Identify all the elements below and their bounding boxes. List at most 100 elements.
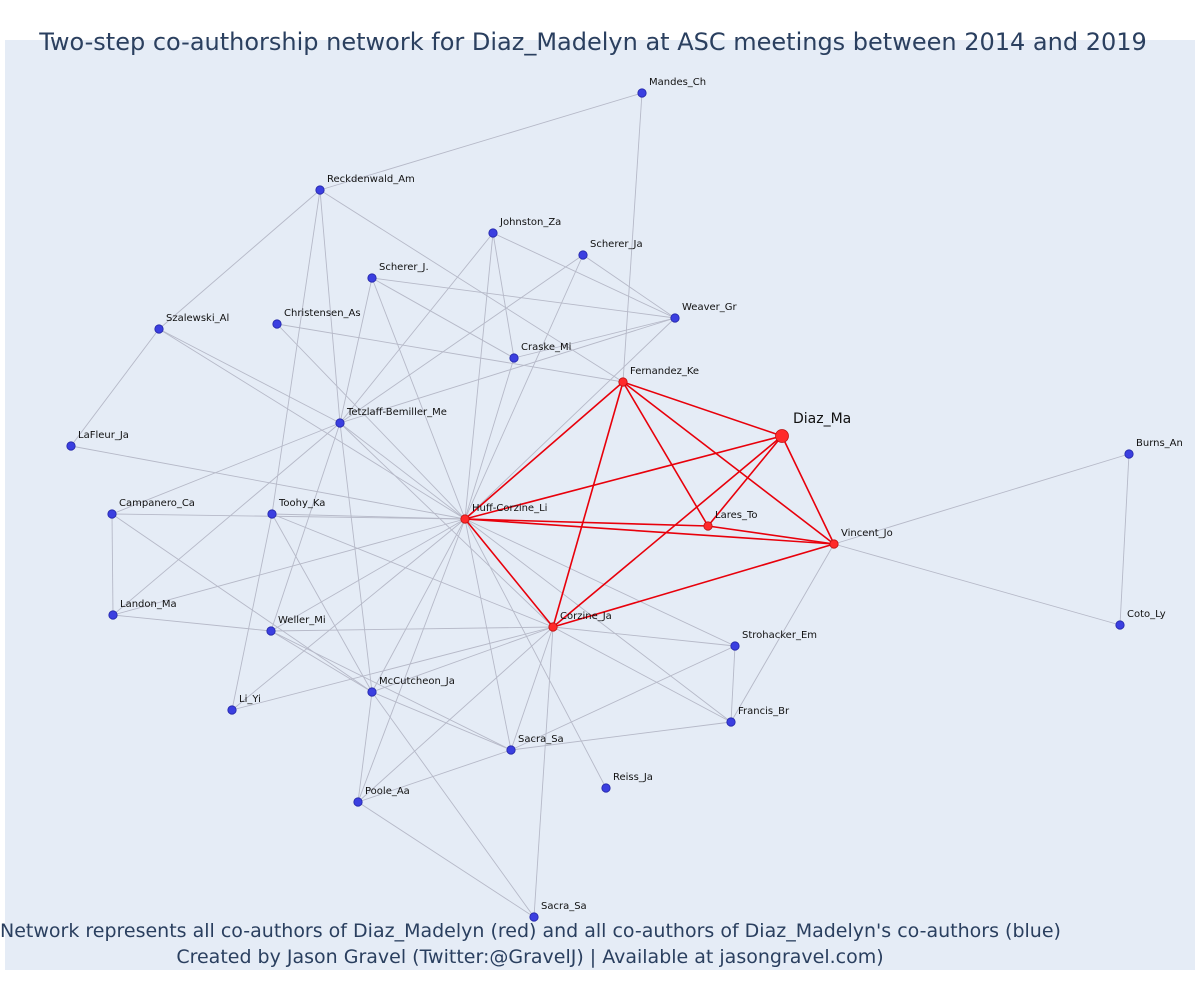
- node-landon[interactable]: [108, 610, 118, 620]
- indirect-edge-weaver-huff: [464, 317, 676, 520]
- indirect-edge-christensen-huff: [276, 323, 466, 520]
- indirect-edge-mandes-fernandez: [622, 92, 643, 383]
- node-burns[interactable]: [1124, 449, 1134, 459]
- node-label-strohacker: Strohacker_Em: [742, 630, 817, 641]
- node-mandes[interactable]: [637, 88, 647, 98]
- indirect-edge-weaver-craske: [513, 317, 676, 359]
- caption-line-1: Network represents all co-authors of Dia…: [0, 920, 1061, 942]
- node-schererj[interactable]: [367, 273, 377, 283]
- indirect-edge-schererj-weaver: [371, 277, 676, 319]
- node-toohy[interactable]: [267, 509, 277, 519]
- indirect-edge-sacra1-poole: [357, 749, 512, 803]
- node-label-liyi: Li_Yi: [239, 694, 261, 705]
- node-diaz[interactable]: [775, 429, 789, 443]
- node-liyi[interactable]: [227, 705, 237, 715]
- indirect-edge-toohy-mccutcheon: [271, 513, 373, 693]
- indirect-edge-francis-corzine: [552, 626, 732, 723]
- indirect-edge-szalewski-lafleur: [70, 328, 160, 447]
- direct-edge-huff-vincent: [464, 518, 835, 545]
- node-corzine[interactable]: [548, 622, 558, 632]
- node-mccutcheon[interactable]: [367, 687, 377, 697]
- indirect-edge-toohy-corzine: [271, 513, 554, 628]
- node-poole[interactable]: [353, 797, 363, 807]
- node-label-campanero: Campanero_Ca: [119, 498, 195, 509]
- indirect-edge-reckdenwald-fernandez: [319, 189, 624, 383]
- indirect-edge-tetzlaff-mccutcheon: [339, 422, 373, 693]
- node-label-toohy: Toohy_Ka: [278, 498, 325, 509]
- node-lafleur[interactable]: [66, 441, 76, 451]
- indirect-edge-strohacker-huff: [464, 518, 736, 647]
- indirect-edge-toohy-huff: [271, 513, 466, 520]
- indirect-edge-francis-sacra1: [510, 721, 732, 751]
- node-coto[interactable]: [1115, 620, 1125, 630]
- node-lares[interactable]: [703, 521, 713, 531]
- indirect-edge-reckdenwald-toohy: [271, 189, 321, 515]
- indirect-edge-mccutcheon-huff: [371, 518, 466, 693]
- direct-edge-fernandez-lares: [622, 381, 709, 527]
- node-craske[interactable]: [509, 353, 519, 363]
- indirect-edge-weller-huff: [270, 518, 466, 632]
- indirect-edge-poole-huff: [357, 518, 466, 803]
- node-weaver[interactable]: [670, 313, 680, 323]
- node-label-reckdenwald: Reckdenwald_Am: [327, 174, 415, 185]
- node-label-christensen: Christensen_As: [284, 308, 361, 319]
- node-label-landon: Landon_Ma: [120, 599, 177, 610]
- indirect-edge-tetzlaff-huff: [339, 422, 466, 520]
- node-reckdenwald[interactable]: [315, 185, 325, 195]
- indirect-edge-coto-vincent: [833, 543, 1121, 626]
- node-weller[interactable]: [266, 626, 276, 636]
- indirect-edge-liyi-huff: [231, 518, 466, 711]
- direct-edge-diaz-fernandez: [622, 381, 783, 437]
- node-label-burns: Burns_An: [1136, 438, 1183, 449]
- node-reiss[interactable]: [601, 783, 611, 793]
- indirect-edge-schererja-tetzlaff: [339, 254, 584, 424]
- indirect-edge-weller-corzine: [270, 626, 554, 632]
- node-label-schererj: Scherer_J.: [379, 262, 429, 273]
- indirect-edge-schererj-craske: [371, 277, 515, 359]
- node-sacra1[interactable]: [506, 745, 516, 755]
- node-label-weaver: Weaver_Gr: [682, 302, 738, 313]
- indirect-edge-weller-sacra1: [270, 630, 512, 751]
- node-sacra2[interactable]: [529, 912, 539, 922]
- indirect-edge-reiss-huff: [464, 518, 607, 789]
- node-label-szalewski: Szalewski_Al: [166, 313, 229, 324]
- indirect-edge-johnston-tetzlaff: [339, 232, 494, 424]
- node-label-fernandez: Fernandez_Ke: [630, 366, 699, 377]
- indirect-edge-szalewski-tetzlaff: [158, 328, 341, 424]
- node-campanero[interactable]: [107, 509, 117, 519]
- node-tetzlaff[interactable]: [335, 418, 345, 428]
- node-fernandez[interactable]: [618, 377, 628, 387]
- node-christensen[interactable]: [272, 319, 282, 329]
- node-francis[interactable]: [726, 717, 736, 727]
- indirect-edge-strohacker-corzine: [552, 626, 736, 647]
- direct-edge-fernandez-vincent: [622, 381, 835, 545]
- indirect-edge-schererj-tetzlaff: [339, 277, 373, 424]
- indirect-edge-lafleur-huff: [70, 445, 466, 520]
- indirect-edge-strohacker-sacra1: [510, 645, 736, 751]
- node-szalewski[interactable]: [154, 324, 164, 334]
- indirect-edge-weller-mccutcheon: [270, 630, 373, 693]
- chart-title: Two-step co-authorship network for Diaz_…: [39, 28, 1147, 56]
- indirect-edge-mccutcheon-poole: [357, 691, 373, 803]
- indirect-edge-sacra2-corzine: [533, 626, 554, 918]
- direct-edges: [464, 381, 835, 628]
- node-huff[interactable]: [460, 514, 470, 524]
- node-johnston[interactable]: [488, 228, 498, 238]
- node-label-corzine: Corzine_Ja: [560, 611, 612, 622]
- node-label-poole: Poole_Aa: [365, 786, 410, 797]
- node-vincent[interactable]: [829, 539, 839, 549]
- node-label-reiss: Reiss_Ja: [613, 772, 653, 783]
- indirect-edge-mccutcheon-corzine: [371, 626, 554, 693]
- indirect-edge-poole-sacra2: [357, 801, 535, 918]
- node-schererja[interactable]: [578, 250, 588, 260]
- node-strohacker[interactable]: [730, 641, 740, 651]
- indirect-edge-craske-huff: [464, 357, 515, 520]
- direct-edge-lares-vincent: [707, 525, 835, 545]
- indirect-edge-schererja-weaver: [582, 254, 676, 319]
- indirect-edge-schererja-huff: [464, 254, 584, 520]
- node-label-diaz: Diaz_Ma: [793, 411, 851, 427]
- indirect-edge-tetzlaff-campanero: [111, 422, 341, 515]
- indirect-edge-tetzlaff-landon: [112, 422, 341, 616]
- node-label-lafleur: LaFleur_Ja: [78, 430, 129, 441]
